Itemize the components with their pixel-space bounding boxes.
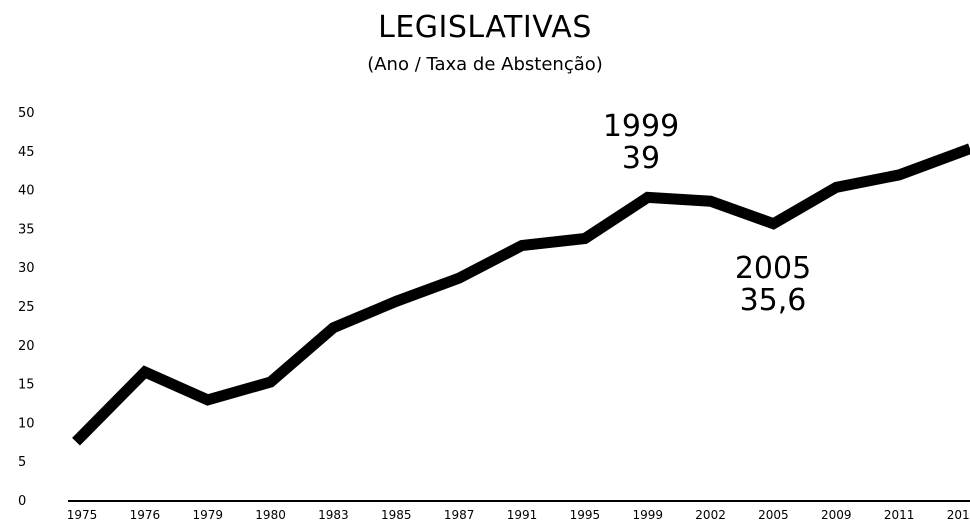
- y-tick-label-45: 45: [18, 145, 35, 160]
- y-tick-label-0: 0: [18, 494, 26, 509]
- x-tick-label-1979: 1979: [192, 508, 223, 522]
- chart-title: LEGISLATIVAS: [378, 10, 592, 45]
- y-tick-label-35: 35: [18, 222, 35, 237]
- annotation-year-1999: 1999: [603, 109, 679, 144]
- y-tick-label-40: 40: [18, 184, 35, 199]
- y-tick-label-20: 20: [18, 339, 35, 354]
- x-tick-label-1975: 1975: [67, 508, 98, 522]
- x-tick-label-1980: 1980: [255, 508, 286, 522]
- y-tick-label-15: 15: [18, 378, 35, 393]
- annotation-value-2005: 35,6: [740, 283, 807, 318]
- annotation-year-2005: 2005: [735, 251, 811, 286]
- x-tick-label-2005: 2005: [758, 508, 789, 522]
- y-tick-label-30: 30: [18, 261, 35, 276]
- y-tick-label-10: 10: [18, 416, 35, 431]
- y-tick-label-5: 5: [18, 455, 26, 470]
- annotation-value-1999: 39: [622, 141, 660, 176]
- x-axis-ticks: 1975 1976 1979 1980 1983 1985 1987 1991 1995 1999…: [67, 508, 970, 522]
- x-tick-label-1976: 1976: [130, 508, 161, 522]
- y-tick-label-50: 50: [18, 106, 35, 121]
- x-tick-label-1991: 1991: [507, 508, 538, 522]
- x-tick-label-1987: 1987: [444, 508, 475, 522]
- y-tick-label-25: 25: [18, 300, 35, 315]
- y-axis-ticks: 0 5 10 15 20 25 30 35 40 45 50: [18, 106, 35, 509]
- x-tick-label-2009: 2009: [821, 508, 852, 522]
- x-tick-label-2002: 2002: [695, 508, 726, 522]
- x-tick-label-1995: 1995: [570, 508, 601, 522]
- x-tick-label-1985: 1985: [381, 508, 412, 522]
- x-tick-label-1999: 1999: [632, 508, 663, 522]
- x-tick-label-2011: 2011: [884, 508, 915, 522]
- chart-subtitle: (Ano / Taxa de Abstenção): [367, 54, 603, 75]
- x-tick-label-2015: 2015: [947, 508, 970, 522]
- x-tick-label-1983: 1983: [318, 508, 349, 522]
- series-line-abstencao: [72, 143, 970, 446]
